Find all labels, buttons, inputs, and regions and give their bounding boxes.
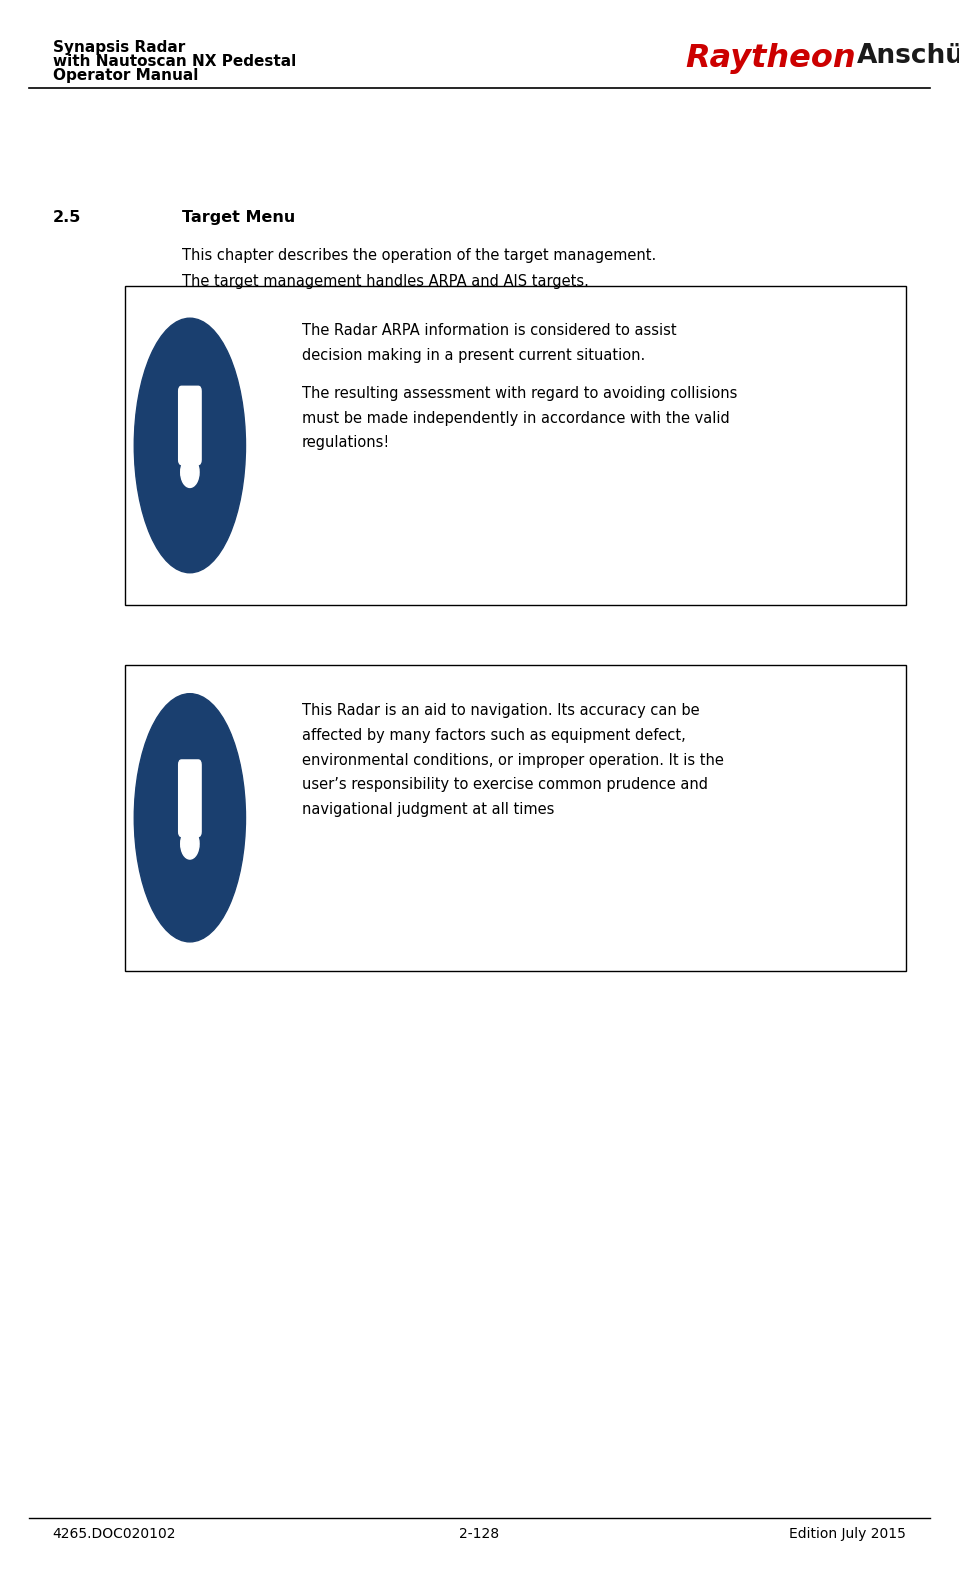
- Text: Raytheon: Raytheon: [686, 43, 856, 73]
- Text: Operator Manual: Operator Manual: [53, 68, 199, 83]
- Text: 2-128: 2-128: [459, 1527, 500, 1542]
- Text: must be made independently in accordance with the valid: must be made independently in accordance…: [302, 410, 730, 425]
- Text: Edition July 2015: Edition July 2015: [789, 1527, 906, 1542]
- Text: This Radar is an aid to navigation. Its accuracy can be: This Radar is an aid to navigation. Its …: [302, 703, 700, 718]
- FancyBboxPatch shape: [178, 387, 201, 465]
- Circle shape: [180, 829, 199, 859]
- Text: Anschütz: Anschütz: [856, 43, 959, 68]
- Text: with Nautoscan NX Pedestal: with Nautoscan NX Pedestal: [53, 54, 296, 68]
- Ellipse shape: [134, 694, 246, 942]
- Text: navigational judgment at all times: navigational judgment at all times: [302, 802, 554, 816]
- Text: environmental conditions, or improper operation. It is the: environmental conditions, or improper op…: [302, 753, 724, 767]
- FancyBboxPatch shape: [178, 760, 201, 837]
- Circle shape: [180, 457, 199, 487]
- Text: The target management handles ARPA and AIS targets.: The target management handles ARPA and A…: [182, 274, 589, 288]
- Text: Synapsis Radar: Synapsis Radar: [53, 40, 185, 54]
- FancyBboxPatch shape: [125, 665, 906, 971]
- FancyBboxPatch shape: [125, 286, 906, 605]
- Text: This chapter describes the operation of the target management.: This chapter describes the operation of …: [182, 248, 657, 263]
- Text: regulations!: regulations!: [302, 436, 390, 450]
- Text: affected by many factors such as equipment defect,: affected by many factors such as equipme…: [302, 727, 686, 743]
- Text: The resulting assessment with regard to avoiding collisions: The resulting assessment with regard to …: [302, 387, 737, 401]
- Text: 2.5: 2.5: [53, 210, 82, 224]
- Text: 4265.DOC020102: 4265.DOC020102: [53, 1527, 176, 1542]
- Ellipse shape: [134, 318, 246, 573]
- Text: The Radar ARPA information is considered to assist: The Radar ARPA information is considered…: [302, 323, 677, 337]
- Text: Target Menu: Target Menu: [182, 210, 295, 224]
- Text: decision making in a present current situation.: decision making in a present current sit…: [302, 347, 645, 363]
- Text: user’s responsibility to exercise common prudence and: user’s responsibility to exercise common…: [302, 776, 708, 792]
